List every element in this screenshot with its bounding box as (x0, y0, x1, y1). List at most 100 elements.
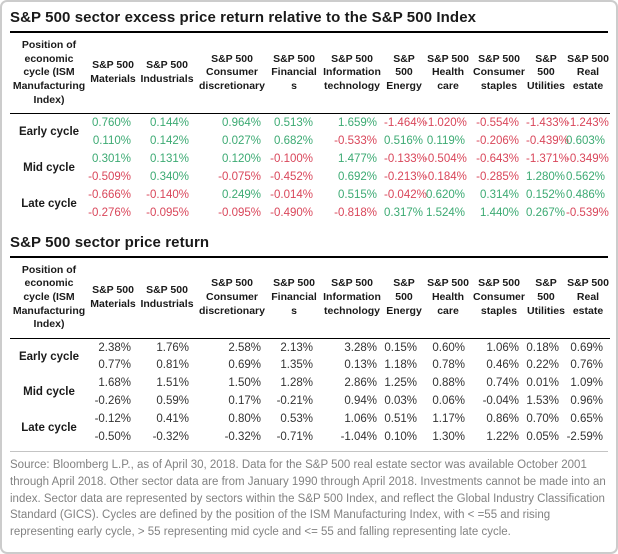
cycle-row-label: Late cycle (21, 422, 77, 435)
column-header: S&P 500 Utilities (526, 33, 566, 115)
value-cell: 0.110% (92, 134, 131, 147)
value-cell: 2.86% (344, 377, 377, 390)
value-cell: 1.53% (526, 395, 559, 408)
value-cell: 0.80% (228, 413, 261, 426)
value-cell: -0.452% (270, 170, 313, 183)
value-cell: -1.464% (384, 116, 427, 129)
source-footnote: Source: Bloomberg L.P., as of April 30, … (10, 451, 608, 540)
cycle-row-label: Mid cycle (23, 386, 75, 399)
value-cell: -0.439% (526, 134, 569, 147)
value-cell: -0.04% (482, 395, 519, 408)
column-header: S&P 500 Utilities (526, 257, 566, 339)
value-cell: 1.06% (344, 413, 377, 426)
value-cell: -0.100% (270, 152, 313, 165)
data-row: Mid cycle 0.301% 0.131% 0.120% -0.100% 1.477%… (10, 150, 610, 174)
value-cell: -0.206% (476, 134, 519, 147)
price-return-table: Position of economic cycle (ISM Manufact… (10, 257, 610, 447)
column-header-row: Position of economic cycle (ISM Manufact… (10, 33, 610, 115)
data-row: -0.509% 0.340% -0.075% -0.452% 0.692% -0.213%… (10, 168, 610, 186)
excess-return-table-title: S&P 500 sector excess price return relat… (10, 7, 608, 33)
value-cell: -1.020% (424, 116, 467, 129)
value-cell: 0.760% (91, 116, 131, 129)
value-cell: 0.301% (91, 152, 131, 165)
cycle-row-label: Mid cycle (23, 161, 75, 174)
value-cell: 0.51% (384, 413, 417, 426)
column-header: S&P 500 Financials (268, 257, 320, 339)
data-row: Late cycle -0.12% 0.41% 0.80% 0.53% 1.06% 0.51… (10, 410, 610, 434)
column-header: S&P 500 Industrials (138, 257, 196, 339)
value-cell: -0.71% (276, 431, 313, 444)
value-cell: 1.17% (432, 413, 465, 426)
value-cell: 2.38% (98, 341, 131, 354)
value-cell: 0.562% (566, 170, 606, 183)
value-cell: -0.095% (146, 206, 189, 219)
price-return-section: S&P 500 sector price return Position of … (10, 232, 610, 447)
value-cell: -0.213% (384, 170, 427, 183)
value-cell: 0.515% (337, 188, 377, 201)
value-cell: 2.13% (280, 341, 313, 354)
cycle-row-label: Late cycle (21, 197, 77, 210)
value-cell: -0.276% (88, 206, 131, 219)
data-row: -0.26% 0.59% 0.17% -0.21% 0.94% 0.03% 0.06% -0.… (10, 392, 610, 410)
value-cell: -0.014% (270, 188, 313, 201)
value-cell: -0.643% (476, 152, 519, 165)
value-cell: 0.60% (432, 341, 465, 354)
value-cell: 0.620% (425, 188, 465, 201)
value-cell: -1.243% (566, 116, 609, 129)
column-header: S&P 500 Consumer discretionary (196, 33, 268, 115)
column-header: S&P 500 Consumer staples (472, 33, 526, 115)
column-header: S&P 500 Materials (88, 33, 138, 115)
column-header: S&P 500 Information technology (320, 257, 384, 339)
column-header: S&P 500 Consumer staples (472, 257, 526, 339)
value-cell: 0.86% (486, 413, 519, 426)
value-cell: -0.285% (476, 170, 519, 183)
value-cell: 0.65% (570, 413, 603, 426)
value-cell: 1.76% (156, 341, 189, 354)
value-cell: 0.94% (344, 395, 377, 408)
data-row: 0.77% 0.81% 0.69% 1.35% 0.13% 1.18% 0.78% 0.46%… (10, 356, 610, 374)
value-cell: 0.119% (426, 134, 465, 147)
column-header: S&P 500 Materials (88, 257, 138, 339)
value-cell: -2.59% (566, 431, 603, 444)
value-cell: 0.03% (384, 395, 417, 408)
value-cell: 0.964% (221, 116, 261, 129)
value-cell: -0.140% (146, 188, 189, 201)
value-cell: 0.603% (566, 134, 606, 147)
value-cell: 1.18% (384, 359, 417, 372)
value-cell: 1.09% (570, 377, 603, 390)
cycle-row-label: Early cycle (18, 125, 80, 138)
cycle-row-label: Early cycle (18, 350, 80, 363)
data-row: Mid cycle 1.68% 1.51% 1.50% 1.28% 2.86% 1.25% 0… (10, 374, 610, 398)
value-cell: 3.28% (344, 341, 377, 354)
value-cell: -0.133% (384, 152, 427, 165)
value-cell: 0.96% (570, 395, 603, 408)
data-row: Early cycle 2.38% 1.76% 2.58% 2.13% 3.28% 0.15… (10, 338, 610, 363)
value-cell: 0.120% (221, 152, 261, 165)
value-cell: -1.371% (526, 152, 569, 165)
value-cell: -0.50% (94, 431, 131, 444)
value-cell: 0.516% (384, 134, 424, 147)
value-cell: 0.77% (98, 359, 131, 372)
column-header: S&P 500 Consumer discretionary (196, 257, 268, 339)
value-cell: -0.509% (88, 170, 131, 183)
value-cell: 0.027% (221, 134, 261, 147)
value-cell: 0.249% (221, 188, 261, 201)
column-header: S&P 500 Real estate (566, 33, 610, 115)
value-cell: 1.06% (486, 341, 519, 354)
value-cell: -0.533% (334, 134, 377, 147)
column-header: S&P 500 Energy (384, 33, 424, 115)
value-cell: 0.513% (273, 116, 313, 129)
value-cell: -0.075% (218, 170, 261, 183)
column-header-row: Position of economic cycle (ISM Manufact… (10, 257, 610, 339)
value-cell: 0.88% (432, 377, 465, 390)
value-cell: 1.68% (98, 377, 131, 390)
value-cell: -1.04% (340, 431, 377, 444)
column-header: S&P 500 Industrials (138, 33, 196, 115)
value-cell: 0.53% (280, 413, 313, 426)
value-cell: 0.17% (228, 395, 261, 408)
value-cell: -0.504% (424, 152, 467, 165)
value-cell: 2.58% (228, 341, 261, 354)
value-cell: -0.666% (88, 188, 131, 201)
data-row: 0.110% 0.142% 0.027% 0.682% -0.533% 0.516% 0.1… (10, 132, 610, 150)
